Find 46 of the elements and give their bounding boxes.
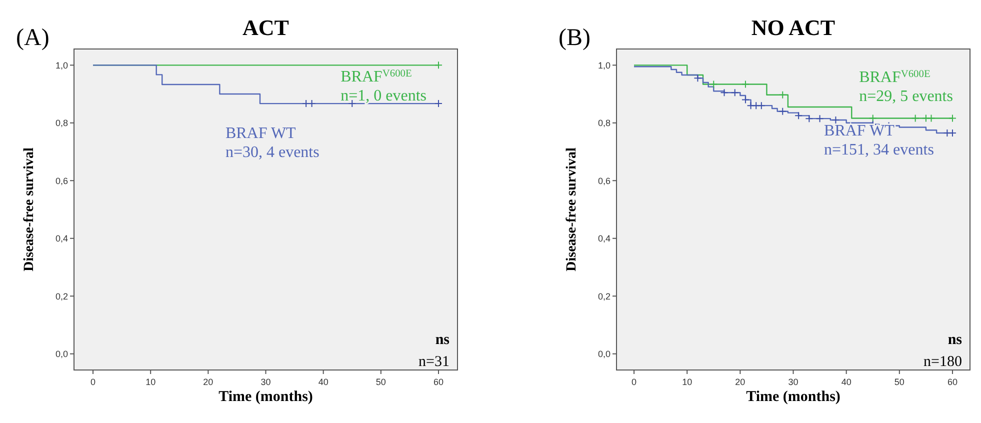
annotation: n=1, 0 events bbox=[340, 88, 427, 105]
x-axis-title: Time (months) bbox=[218, 389, 313, 405]
y-tick-label: 0,2 bbox=[598, 291, 610, 302]
y-tick-label: 0,0 bbox=[598, 348, 610, 359]
x-tick-label: 40 bbox=[841, 377, 852, 387]
chart-title: ACT bbox=[242, 15, 290, 40]
y-tick-label: 0,4 bbox=[598, 234, 610, 244]
x-axis-title: Time (months) bbox=[746, 389, 840, 405]
series-label: BRAF$^{V600E}$ bbox=[340, 68, 412, 86]
x-tick-label: 10 bbox=[146, 377, 156, 387]
x-tick-label: 30 bbox=[260, 377, 271, 387]
annotation: n=180 bbox=[924, 354, 962, 370]
series-label: BRAF$^{V600E}$ bbox=[859, 68, 930, 86]
x-tick-label: 50 bbox=[894, 377, 904, 387]
x-tick-label: 60 bbox=[947, 377, 958, 387]
annotation: n=151, 34 events bbox=[824, 142, 934, 159]
annotation: ns bbox=[948, 332, 962, 348]
annotation: n=29, 5 events bbox=[859, 88, 953, 106]
x-tick-label: 20 bbox=[203, 377, 214, 387]
y-tick-label: 0,6 bbox=[55, 176, 68, 186]
x-tick-label: 10 bbox=[682, 377, 692, 387]
x-tick-label: 30 bbox=[788, 377, 798, 387]
y-tick-label: 0,6 bbox=[598, 176, 610, 186]
x-tick-label: 20 bbox=[735, 377, 746, 387]
y-tick-label: 1,0 bbox=[598, 60, 610, 70]
y-tick-label: 1,0 bbox=[55, 60, 68, 70]
y-tick-label: 0,2 bbox=[55, 291, 68, 302]
text: (A) bbox=[16, 25, 50, 51]
y-tick-label: 0,8 bbox=[598, 118, 610, 128]
series-label: BRAF WT bbox=[824, 122, 895, 140]
annotation: n=30, 4 events bbox=[225, 144, 320, 161]
text: (B) bbox=[558, 25, 590, 51]
y-axis-title: Disease-free survival bbox=[22, 148, 37, 272]
x-tick-label: 0 bbox=[90, 377, 96, 387]
y-tick-label: 0,8 bbox=[55, 118, 68, 128]
annotation: n=31 bbox=[418, 354, 450, 370]
x-tick-label: 0 bbox=[632, 377, 637, 387]
annotation: ns bbox=[435, 332, 450, 348]
series-label: BRAF WT bbox=[225, 124, 296, 142]
x-tick-label: 60 bbox=[433, 377, 444, 387]
y-tick-label: 0,0 bbox=[55, 348, 68, 359]
x-tick-label: 50 bbox=[376, 377, 386, 387]
y-tick-label: 0,4 bbox=[55, 234, 68, 244]
y-axis-title: Disease-free survival bbox=[564, 148, 580, 272]
chart-title: NO ACT bbox=[751, 15, 836, 40]
x-tick-label: 40 bbox=[318, 377, 328, 387]
